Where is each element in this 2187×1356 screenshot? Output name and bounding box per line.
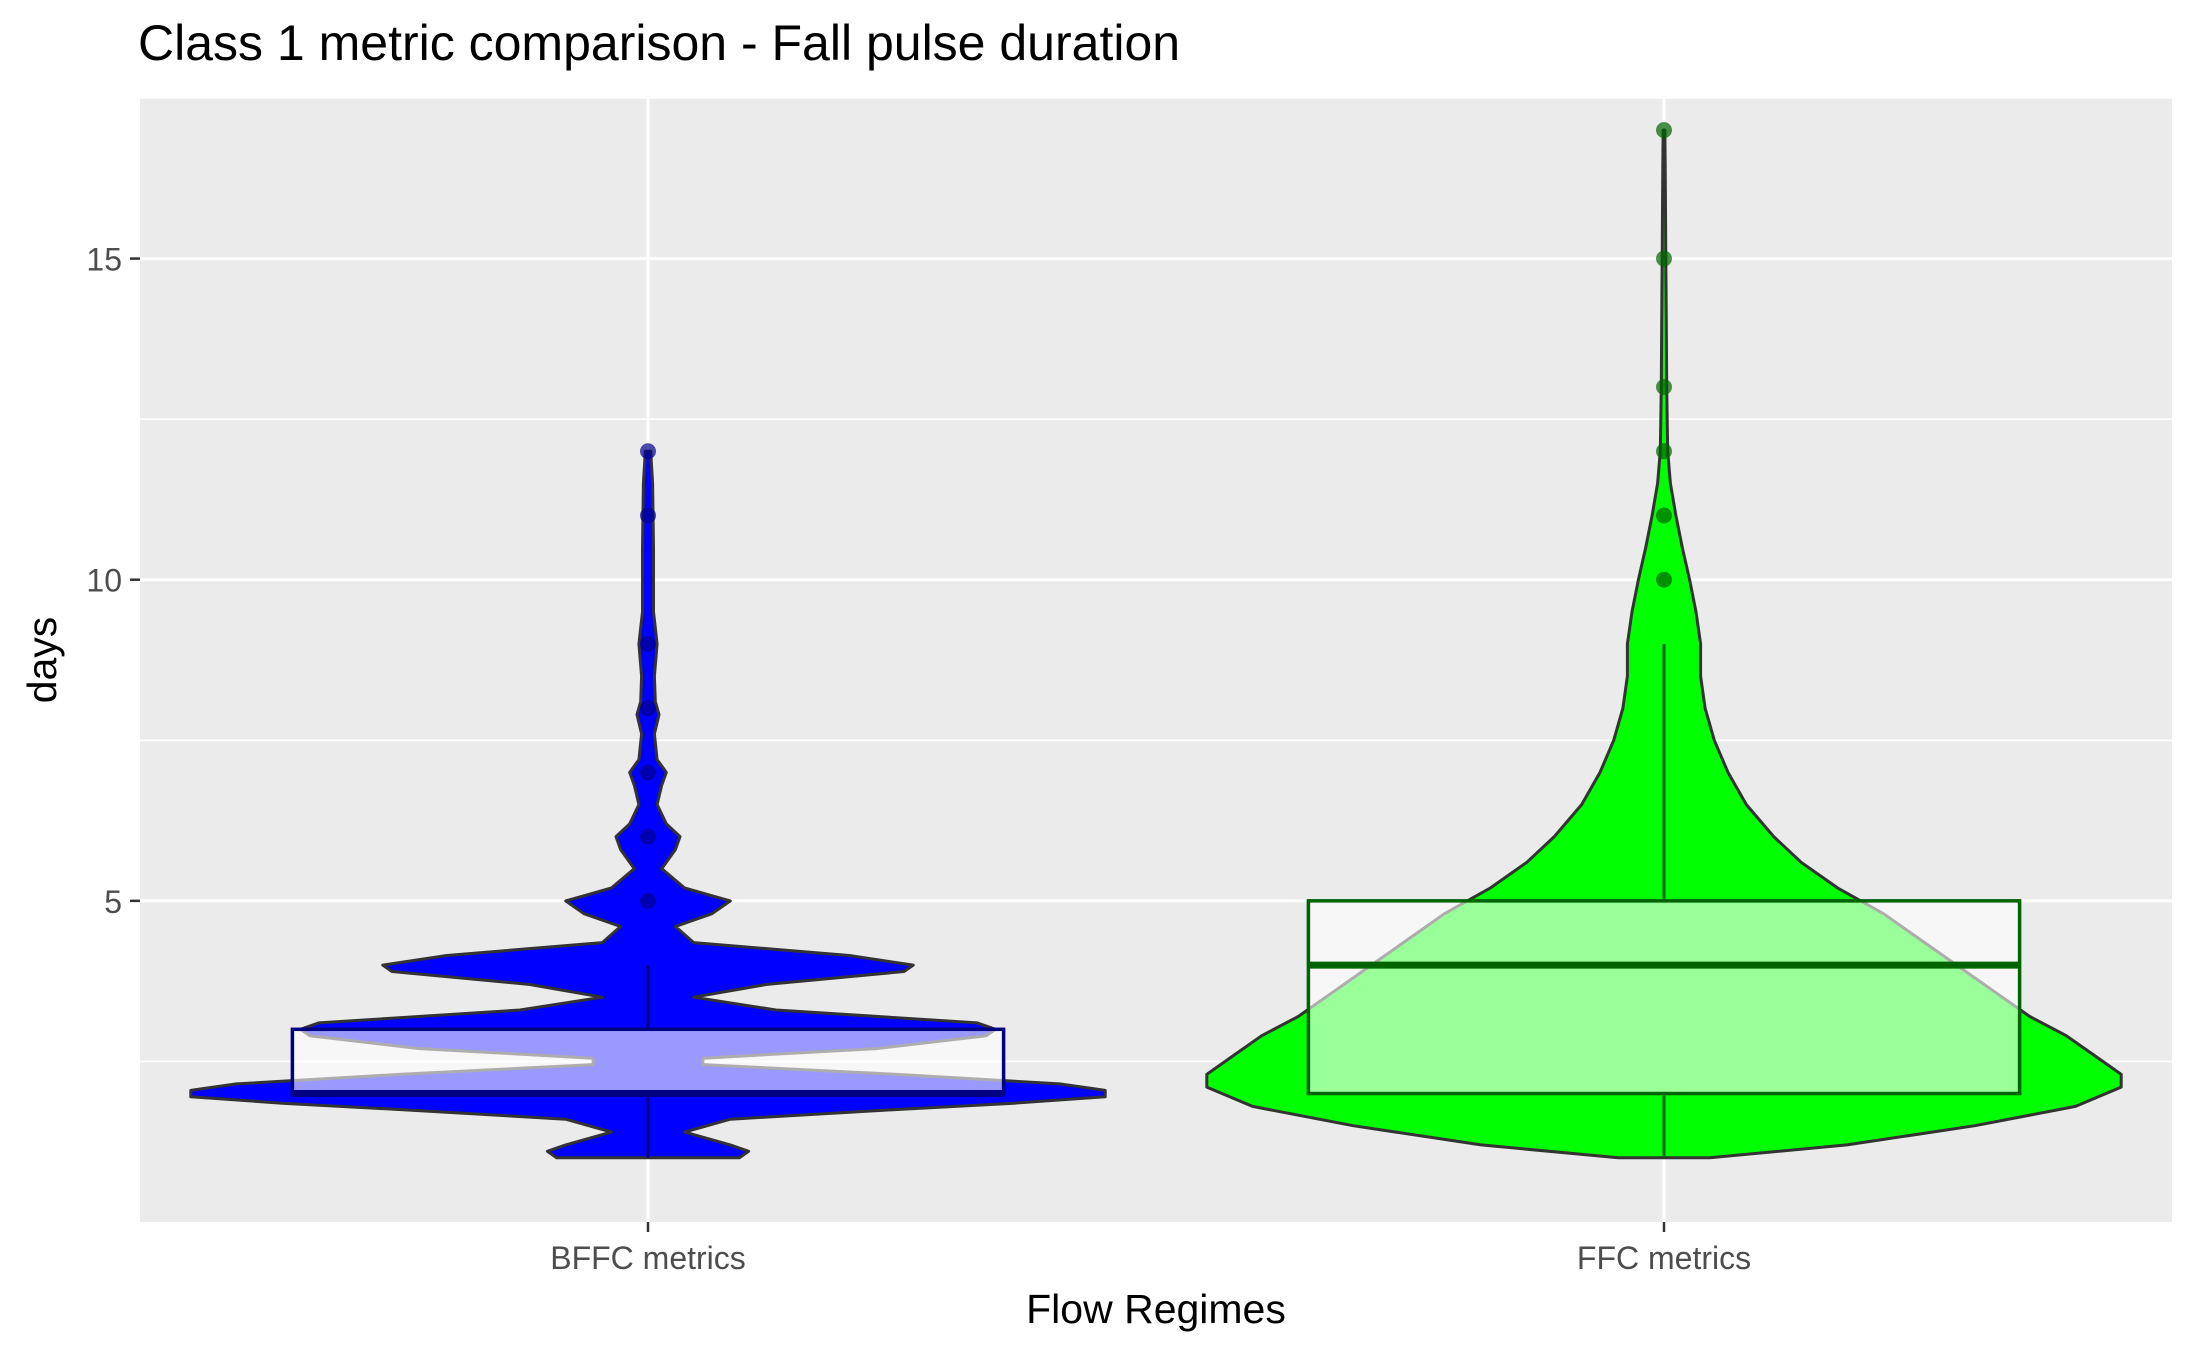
- outlier-point: [1656, 379, 1672, 396]
- outlier-point: [640, 635, 656, 652]
- outlier-point: [640, 892, 656, 909]
- y-tick-label: 5: [104, 884, 122, 920]
- outlier-point: [640, 828, 656, 845]
- outlier-point: [640, 764, 656, 781]
- chart-title: Class 1 metric comparison - Fall pulse d…: [138, 15, 1180, 71]
- outlier-point: [1656, 122, 1672, 139]
- y-tick-label: 10: [86, 563, 122, 599]
- outlier-point: [1656, 571, 1672, 588]
- violins: [189, 122, 2123, 1160]
- axes: 5 10 15 BFFC metrics FFC metrics: [86, 242, 1751, 1276]
- outlier-point: [1656, 443, 1672, 460]
- outlier-point: [640, 700, 656, 717]
- outlier-point: [640, 443, 656, 460]
- box: [1306, 899, 2022, 1096]
- x-tick-label: BFFC metrics: [550, 1240, 746, 1276]
- box: [290, 1027, 1006, 1096]
- outlier-point: [1656, 507, 1672, 524]
- outlier-point: [640, 507, 656, 524]
- x-tick-label: FFC metrics: [1577, 1240, 1751, 1276]
- y-axis-title: days: [19, 617, 65, 704]
- x-axis-title: Flow Regimes: [1026, 1286, 1286, 1332]
- outlier-point: [1656, 250, 1672, 267]
- y-tick-label: 15: [86, 242, 122, 278]
